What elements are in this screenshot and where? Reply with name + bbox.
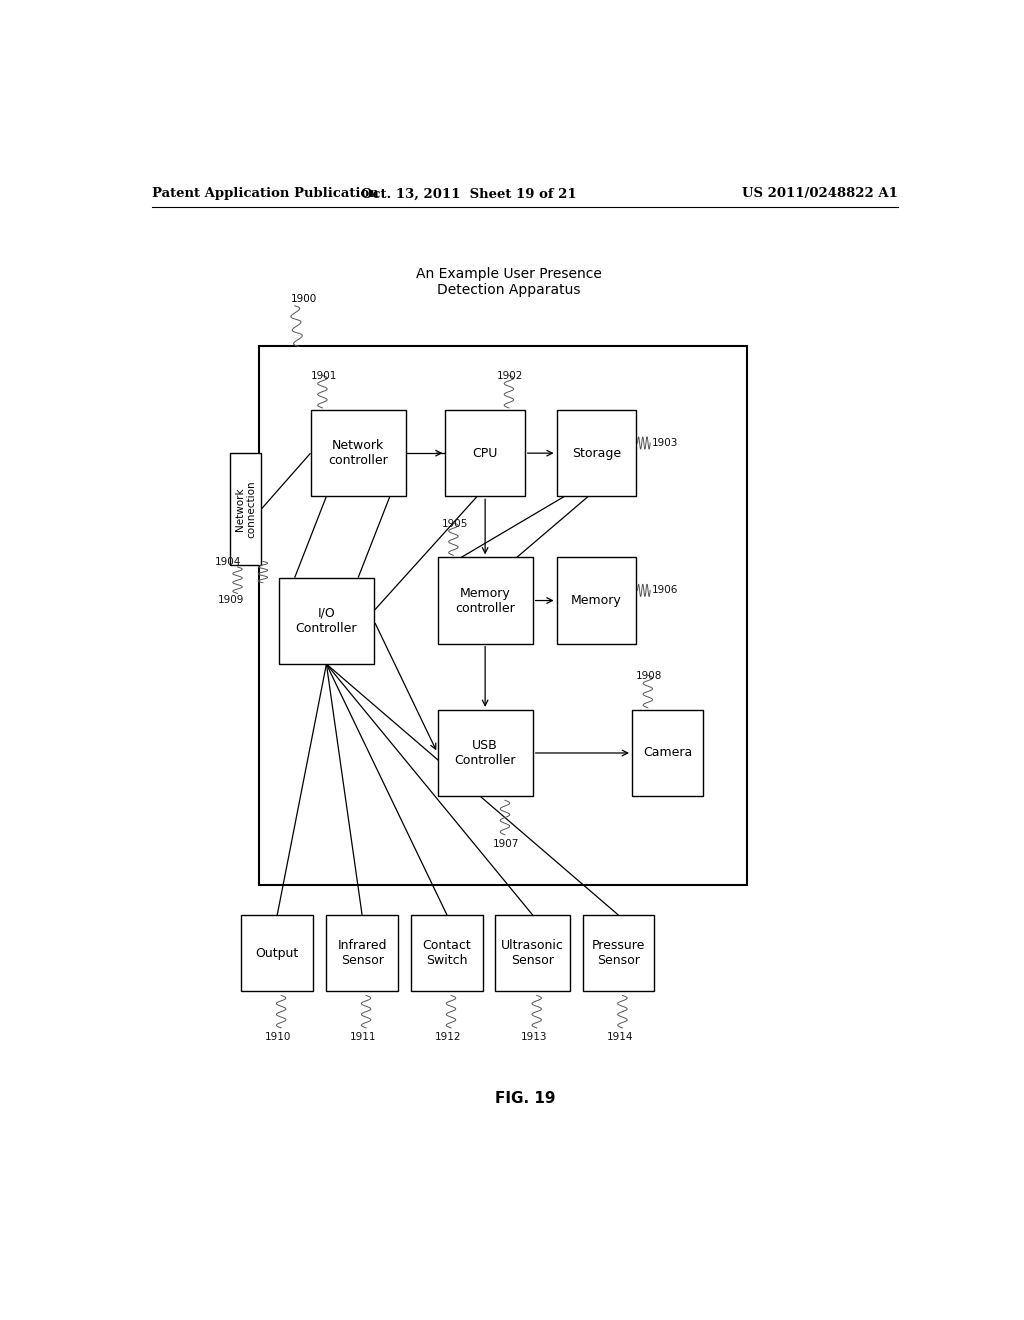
Text: USB
Controller: USB Controller [455,739,516,767]
FancyBboxPatch shape [412,915,482,991]
FancyBboxPatch shape [445,411,524,496]
Text: Patent Application Publication: Patent Application Publication [152,187,379,201]
Text: 1905: 1905 [441,519,468,529]
FancyBboxPatch shape [437,557,532,644]
Text: FIG. 19: FIG. 19 [495,1092,555,1106]
Text: Network
connection: Network connection [234,480,256,537]
FancyBboxPatch shape [556,411,636,496]
Text: 1902: 1902 [497,371,523,381]
Text: 1913: 1913 [521,1032,548,1041]
FancyBboxPatch shape [437,710,532,796]
FancyBboxPatch shape [310,411,406,496]
FancyBboxPatch shape [632,710,703,796]
Text: Storage: Storage [571,446,621,459]
Text: 1912: 1912 [435,1032,462,1041]
Text: Output: Output [256,946,299,960]
Text: 1910: 1910 [265,1032,292,1041]
Text: Memory: Memory [570,594,622,607]
Text: Pressure
Sensor: Pressure Sensor [592,940,645,968]
FancyBboxPatch shape [327,915,397,991]
FancyBboxPatch shape [495,915,570,991]
Text: 1909: 1909 [218,595,244,606]
Text: 1908: 1908 [636,671,663,681]
Bar [259,346,748,886]
Text: 1911: 1911 [350,1032,377,1041]
Text: CPU: CPU [472,446,498,459]
Text: 1903: 1903 [652,438,678,447]
Text: 1906: 1906 [652,585,678,595]
Text: Network
controller: Network controller [329,440,388,467]
Text: An Example User Presence
Detection Apparatus: An Example User Presence Detection Appar… [416,267,602,297]
FancyBboxPatch shape [583,915,654,991]
Text: 1914: 1914 [606,1032,633,1041]
Text: Ultrasonic
Sensor: Ultrasonic Sensor [502,940,564,968]
Text: Oct. 13, 2011  Sheet 19 of 21: Oct. 13, 2011 Sheet 19 of 21 [361,187,578,201]
Text: Contact
Switch: Contact Switch [423,940,471,968]
Text: 1901: 1901 [310,371,337,381]
Text: 1904: 1904 [215,557,242,568]
Text: Camera: Camera [643,747,692,759]
FancyBboxPatch shape [229,453,261,565]
Text: Infrared
Sensor: Infrared Sensor [337,940,387,968]
Text: US 2011/0248822 A1: US 2011/0248822 A1 [742,187,898,201]
Text: 1907: 1907 [494,840,519,849]
Text: 1900: 1900 [291,294,317,304]
FancyBboxPatch shape [242,915,313,991]
FancyBboxPatch shape [556,557,636,644]
FancyBboxPatch shape [279,578,374,664]
Text: Memory
controller: Memory controller [456,586,515,615]
Text: I/O
Controller: I/O Controller [296,607,357,635]
